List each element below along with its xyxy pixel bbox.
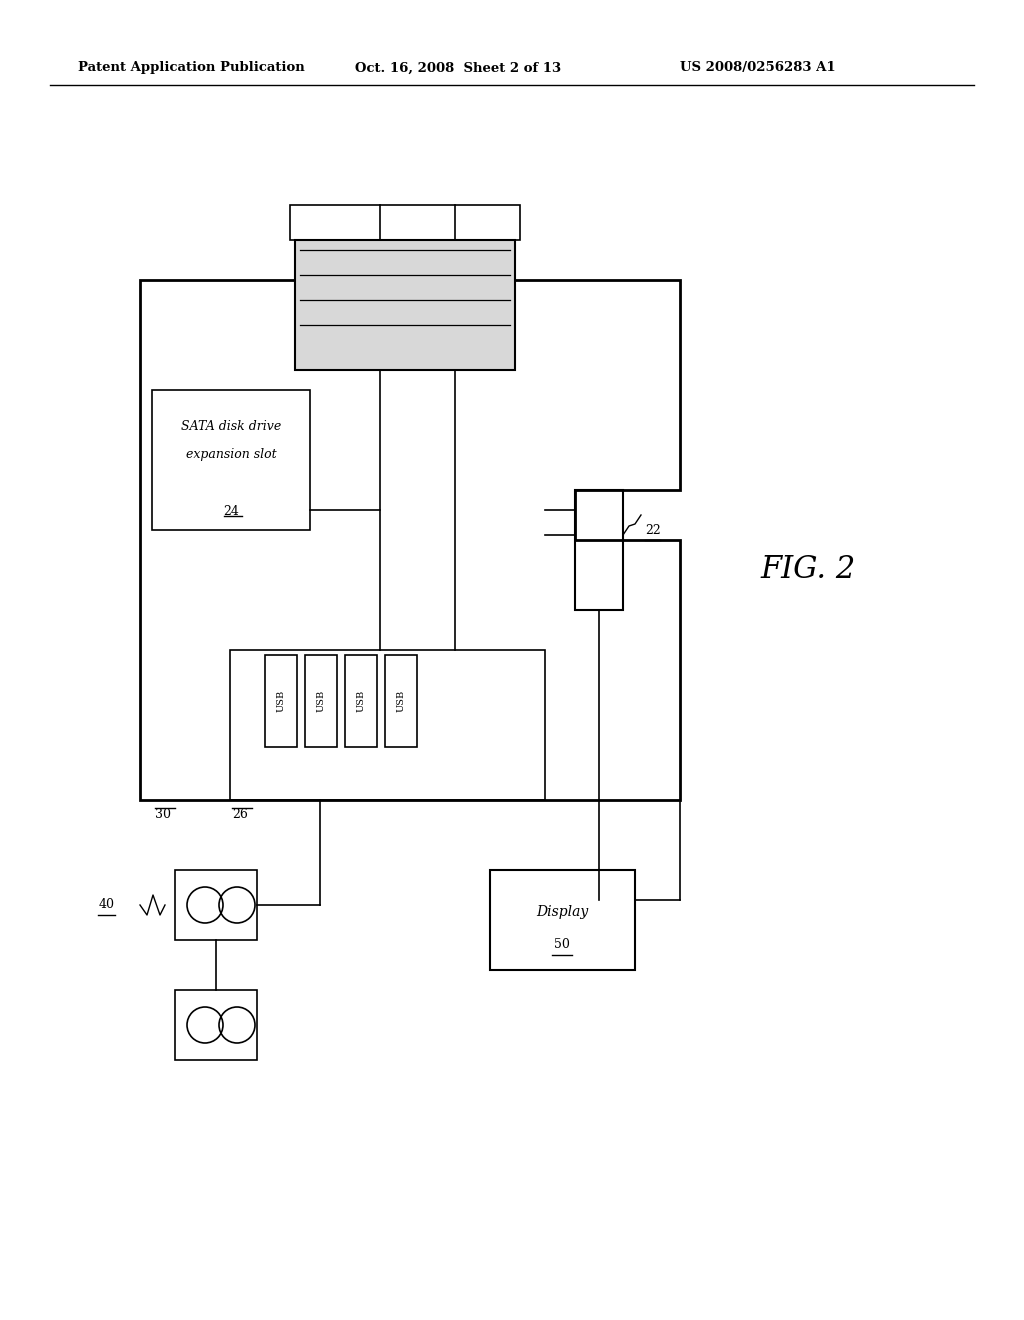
Text: 50: 50 <box>554 939 570 952</box>
Text: 22: 22 <box>645 524 660 536</box>
Bar <box>575 490 623 610</box>
Text: USB: USB <box>356 690 366 711</box>
Bar <box>290 205 520 240</box>
Text: USB: USB <box>316 690 326 711</box>
Text: Display: Display <box>536 906 588 919</box>
Text: 26: 26 <box>232 808 248 821</box>
Text: 40: 40 <box>99 899 115 912</box>
Bar <box>152 389 310 531</box>
Text: FIG. 2: FIG. 2 <box>760 554 855 586</box>
Bar <box>305 655 337 747</box>
Bar <box>295 240 515 370</box>
Text: USB: USB <box>396 690 406 711</box>
Text: US 2008/0256283 A1: US 2008/0256283 A1 <box>680 62 836 74</box>
Bar <box>175 870 257 940</box>
Bar <box>175 990 257 1060</box>
Bar <box>265 655 297 747</box>
Bar <box>490 870 635 970</box>
Text: 30: 30 <box>155 808 171 821</box>
Text: SATA disk drive: SATA disk drive <box>181 420 282 433</box>
Bar <box>345 655 377 747</box>
Bar <box>230 649 545 800</box>
Text: expansion slot: expansion slot <box>185 447 276 461</box>
Bar <box>385 655 417 747</box>
Text: 24: 24 <box>223 506 239 517</box>
Text: Patent Application Publication: Patent Application Publication <box>78 62 305 74</box>
Text: Oct. 16, 2008  Sheet 2 of 13: Oct. 16, 2008 Sheet 2 of 13 <box>355 62 561 74</box>
Text: USB: USB <box>276 690 286 711</box>
